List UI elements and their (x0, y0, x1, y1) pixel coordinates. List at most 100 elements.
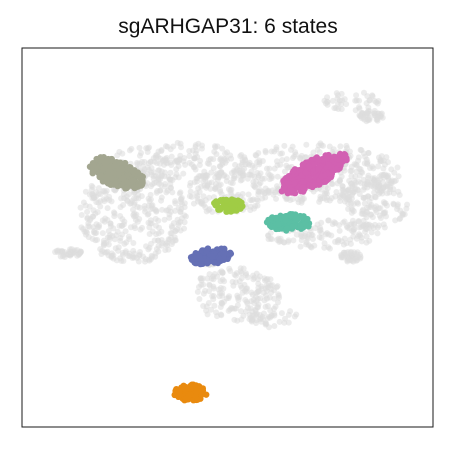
cloud-point (264, 302, 271, 309)
cloud-point (259, 316, 266, 323)
cloud-point (306, 231, 313, 238)
cloud-point (216, 163, 223, 170)
cloud-point (265, 189, 272, 196)
cloud-point (118, 257, 125, 264)
cloud-point (316, 227, 323, 234)
cloud-point (240, 172, 247, 179)
cloud-point (88, 186, 95, 193)
cloud-point (256, 273, 263, 280)
cloud-point (285, 319, 292, 326)
cloud-point (115, 247, 122, 254)
state-point (273, 215, 280, 222)
cloud-point (147, 196, 154, 203)
cloud-point (238, 308, 245, 315)
cloud-point (359, 169, 366, 176)
cloud-point (388, 166, 395, 173)
cloud-point (98, 250, 105, 257)
cloud-point (235, 191, 242, 198)
cloud-point (229, 278, 236, 285)
cloud-point (316, 149, 323, 156)
state-point (302, 220, 309, 228)
cloud-point (271, 322, 278, 329)
cloud-point (361, 200, 368, 207)
cloud-point (187, 188, 194, 195)
cloud-point (84, 215, 91, 222)
state-point (124, 179, 131, 186)
cloud-point (267, 230, 274, 237)
cloud-point (164, 143, 171, 150)
cloud-point (217, 181, 224, 188)
cloud-point (286, 164, 293, 171)
cloud-point (226, 265, 233, 272)
cloud-point (361, 160, 368, 167)
state-point (184, 384, 191, 392)
state-point (322, 178, 329, 185)
cloud-point (325, 217, 332, 224)
cloud-point (231, 271, 238, 278)
cloud-point (155, 217, 162, 224)
state-point (192, 389, 200, 396)
state-cluster-state-5 (187, 245, 235, 268)
state-point (111, 180, 119, 188)
cloud-point (289, 143, 296, 150)
cloud-point (122, 249, 129, 256)
cloud-point (339, 97, 346, 104)
cloud-point (271, 305, 278, 312)
cloud-point (82, 202, 89, 209)
chart-title: sgARHGAP31: 6 states (118, 15, 337, 38)
cloud-point (298, 152, 305, 159)
cloud-point (365, 172, 372, 179)
state-point (176, 391, 183, 399)
cloud-point (355, 218, 362, 225)
state-point (222, 205, 230, 212)
cloud-point (193, 147, 200, 154)
cloud-point (395, 188, 402, 195)
cloud-point (353, 92, 360, 99)
cloud-point (340, 249, 347, 256)
cloud-point (174, 139, 181, 146)
cloud-point (247, 207, 254, 214)
state-point (211, 259, 218, 266)
cloud-point (200, 303, 207, 310)
cloud-point (329, 97, 336, 104)
cloud-point (116, 148, 123, 155)
cloud-point (363, 233, 370, 240)
cloud-point (91, 227, 98, 234)
state-point (202, 391, 210, 398)
cloud-point (336, 227, 343, 234)
state-point (212, 202, 219, 209)
state-point (289, 223, 296, 230)
cloud-point (128, 145, 135, 152)
cloud-region-top-right-islet (356, 107, 386, 125)
cloud-point (290, 237, 297, 244)
cloud-point (339, 183, 346, 190)
cloud-point (244, 304, 251, 311)
cloud-point (281, 315, 288, 322)
state-point (188, 256, 196, 263)
cloud-region-left-lobe (77, 163, 189, 265)
cloud-point (238, 161, 245, 168)
cloud-point (392, 217, 399, 224)
cloud-point (348, 180, 355, 187)
cloud-point (303, 141, 310, 148)
cloud-point (162, 155, 169, 162)
cloud-point (297, 243, 304, 250)
state-point (227, 250, 235, 257)
cloud-point (159, 206, 166, 213)
cloud-point (271, 165, 278, 172)
cloud-point (147, 191, 154, 198)
cloud-point (326, 197, 333, 204)
cloud-point (217, 278, 224, 285)
state-point (217, 197, 224, 204)
cloud-point (332, 193, 339, 200)
cloud-point (356, 97, 363, 104)
cloud-point (303, 154, 310, 161)
state-point (129, 167, 136, 174)
cloud-point (78, 224, 85, 231)
cloud-point (170, 143, 177, 150)
cloud-point (261, 297, 268, 304)
cloud-point (149, 228, 156, 235)
state-point (123, 184, 131, 192)
cloud-point (197, 157, 204, 164)
cloud-point (104, 205, 111, 212)
